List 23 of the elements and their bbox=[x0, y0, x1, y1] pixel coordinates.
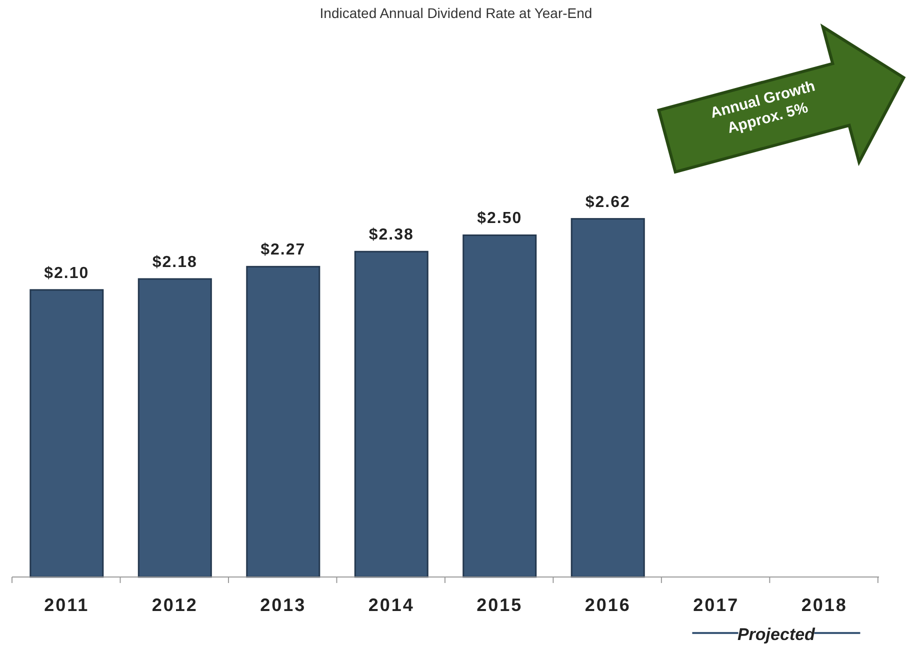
x-tick-label: 2016 bbox=[584, 595, 631, 615]
data-label: $2.62 bbox=[585, 194, 630, 211]
data-label: $2.27 bbox=[260, 242, 306, 259]
data-label: $2.10 bbox=[44, 264, 90, 282]
x-tick-label: 2014 bbox=[368, 595, 414, 615]
chart-title: Indicated Annual Dividend Rate at Year-End bbox=[320, 5, 592, 21]
data-label: $2.18 bbox=[152, 254, 198, 271]
x-tick-label: 2013 bbox=[260, 595, 306, 615]
x-tick-label: 2018 bbox=[801, 595, 848, 615]
x-tick-label: 2015 bbox=[476, 595, 523, 615]
text: Annual Growth Approx. 5% bbox=[708, 78, 817, 138]
bar bbox=[30, 289, 104, 578]
data-label: $2.38 bbox=[368, 226, 414, 244]
bar bbox=[246, 266, 320, 578]
bar bbox=[138, 278, 212, 578]
bar bbox=[354, 250, 428, 578]
x-tick-label: 2012 bbox=[152, 595, 198, 615]
x-tick-label: 2011 bbox=[44, 595, 90, 615]
bar bbox=[462, 234, 537, 578]
text: Projected bbox=[737, 625, 816, 644]
data-label: $2.50 bbox=[477, 210, 522, 228]
x-tick-label: 2017 bbox=[693, 595, 740, 615]
bar bbox=[570, 218, 645, 578]
